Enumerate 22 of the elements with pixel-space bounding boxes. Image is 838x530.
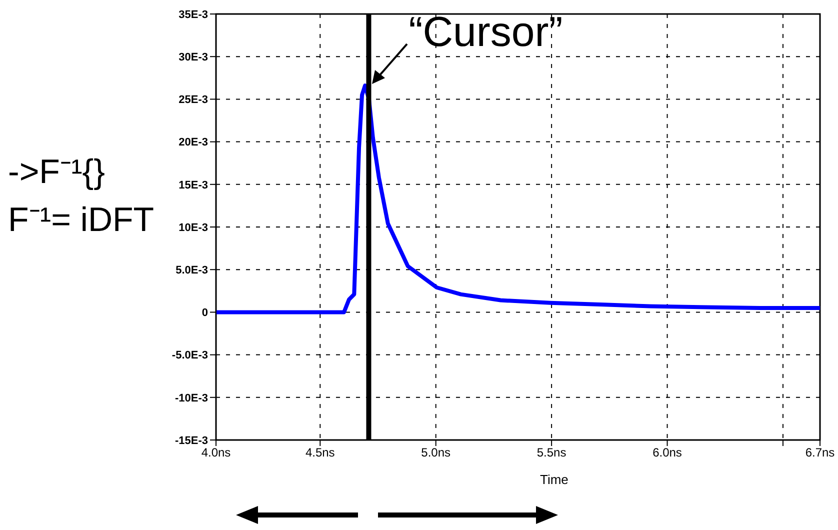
x-axis-title: Time	[540, 472, 568, 487]
x-tick-label: 5.5ns	[536, 446, 566, 460]
y-tick-label: 20E-3	[178, 136, 208, 149]
line-series	[216, 84, 820, 314]
y-tick-label: -10E-3	[174, 392, 208, 404]
y-tick-label: 0	[202, 307, 208, 320]
y-tick-label: 30E-3	[178, 52, 208, 64]
y-tick-label: -5.0E-3	[172, 350, 208, 362]
x-tick-label: 6.0ns	[652, 446, 682, 460]
x-tick-label: 6.7ns	[805, 446, 835, 460]
x-tick-label: 5.0ns	[421, 446, 451, 460]
y-tick-label: 15E-3	[178, 179, 208, 192]
x-tick-label: 4.5ns	[305, 446, 335, 460]
y-tick-label: 35E-3	[178, 8, 208, 21]
text: ->F⁻¹{}	[8, 152, 105, 193]
y-tick-label: 5.0E-3	[176, 264, 208, 277]
x-tick-label: 4.0ns	[201, 446, 231, 460]
y-tick-label: -15E-3	[174, 434, 208, 447]
text: F⁻¹= iDFT	[8, 200, 154, 241]
y-tick-label: 25E-3	[178, 94, 208, 106]
y-tick-label: 10E-3	[178, 222, 208, 234]
annotation: “Cursor”	[408, 8, 563, 56]
